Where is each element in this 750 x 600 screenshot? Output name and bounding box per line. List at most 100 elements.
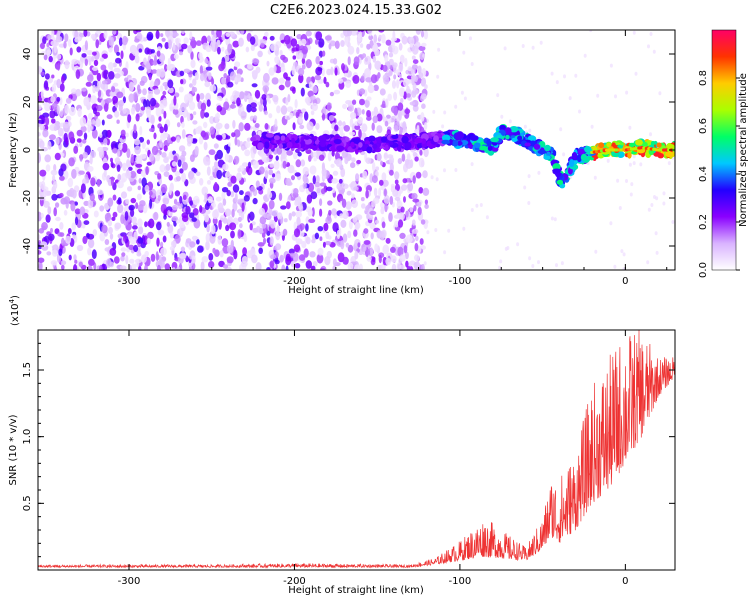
noise-blob [294, 200, 299, 206]
noise-blob [367, 30, 372, 34]
noise-blob [159, 164, 166, 173]
noise-blob [249, 223, 253, 231]
ridge-blob [384, 144, 389, 152]
noise-blob [222, 163, 229, 170]
noise-blob [68, 131, 75, 141]
ridge-blob [307, 144, 316, 149]
noise-blob [167, 79, 174, 89]
noise-blob [613, 264, 617, 269]
noise-blob [373, 84, 379, 92]
noise-blob [79, 206, 86, 216]
noise-blob [391, 263, 397, 270]
ridge-blob [641, 141, 648, 148]
noise-blob [188, 170, 194, 180]
noise-blob [204, 81, 211, 88]
noise-blob [53, 207, 57, 217]
noise-blob [649, 32, 653, 36]
noise-blob [647, 44, 650, 49]
ridge-blob [366, 146, 373, 154]
noise-blob [261, 94, 267, 100]
noise-blob [189, 241, 196, 248]
noise-blob [114, 73, 121, 79]
noise-blob [40, 212, 44, 219]
noise-blob [230, 230, 235, 239]
noise-blob [421, 78, 426, 86]
noise-blob [333, 89, 341, 95]
noise-blob [285, 256, 292, 266]
noise-blob [516, 242, 520, 247]
noise-blob [423, 30, 429, 40]
spectrogram-y-ticks: -40 -20 0 20 40 [22, 48, 675, 254]
noise-blob [275, 243, 282, 251]
noise-blob [170, 240, 177, 248]
noise-blob [164, 42, 170, 50]
noise-blob [128, 244, 135, 250]
noise-blob [629, 192, 633, 197]
noise-blob [264, 170, 269, 179]
noise-blob [285, 76, 291, 82]
noise-blob [393, 121, 400, 130]
noise-blob [123, 205, 130, 214]
noise-blob [71, 168, 77, 179]
noise-blob [229, 222, 237, 231]
noise-blob [370, 232, 374, 240]
noise-blob [166, 221, 170, 227]
noise-blob [361, 109, 365, 115]
noise-blob [141, 141, 146, 149]
noise-blob [88, 112, 93, 120]
noise-blob [188, 101, 196, 111]
noise-blob [159, 126, 164, 134]
noise-blob [191, 235, 198, 241]
noise-blob [374, 60, 382, 70]
noise-blob [462, 226, 466, 231]
noise-blob [252, 144, 257, 154]
noise-blob [280, 54, 286, 61]
noise-blob [616, 178, 620, 183]
noise-blob [320, 267, 325, 270]
noise-blob [215, 122, 223, 129]
noise-blob [383, 188, 387, 197]
noise-blob [40, 90, 45, 99]
noise-blob [227, 181, 233, 187]
noise-blob [351, 199, 358, 208]
noise-blob [229, 104, 237, 109]
noise-blob [108, 47, 113, 53]
noise-blob [238, 122, 244, 132]
noise-blob [498, 265, 502, 270]
ridge-blob [319, 140, 326, 148]
noise-blob [424, 199, 428, 205]
noise-blob [363, 240, 371, 245]
noise-blob [386, 114, 391, 119]
noise-blob [204, 192, 208, 203]
ridge-blob [505, 134, 510, 140]
noise-blob [343, 124, 350, 132]
noise-blob [183, 37, 189, 44]
ridge-blob [496, 134, 504, 139]
noise-blob [305, 59, 312, 69]
noise-blob [292, 252, 299, 262]
noise-blob [189, 154, 195, 162]
noise-blob [190, 51, 194, 60]
noise-blob [234, 61, 241, 68]
noise-blob [391, 39, 395, 49]
noise-blob [340, 167, 346, 178]
y-tick-label: 1.5 [22, 362, 33, 378]
noise-blob [156, 221, 162, 231]
ridge-blob [499, 124, 506, 129]
noise-blob [372, 161, 376, 172]
noise-blob [84, 58, 89, 66]
noise-blob [92, 229, 98, 237]
ridge-blob [552, 163, 561, 171]
noise-blob [181, 172, 187, 183]
snr-frame [37, 329, 676, 571]
noise-blob [276, 147, 283, 155]
noise-blob [378, 187, 382, 198]
noise-blob [394, 179, 399, 185]
noise-blob [630, 182, 634, 187]
noise-blob [42, 112, 50, 118]
noise-blob [117, 173, 122, 181]
noise-blob [143, 99, 147, 108]
noise-blob [160, 247, 167, 256]
ridge-blob [509, 126, 519, 133]
noise-blob [116, 148, 120, 158]
